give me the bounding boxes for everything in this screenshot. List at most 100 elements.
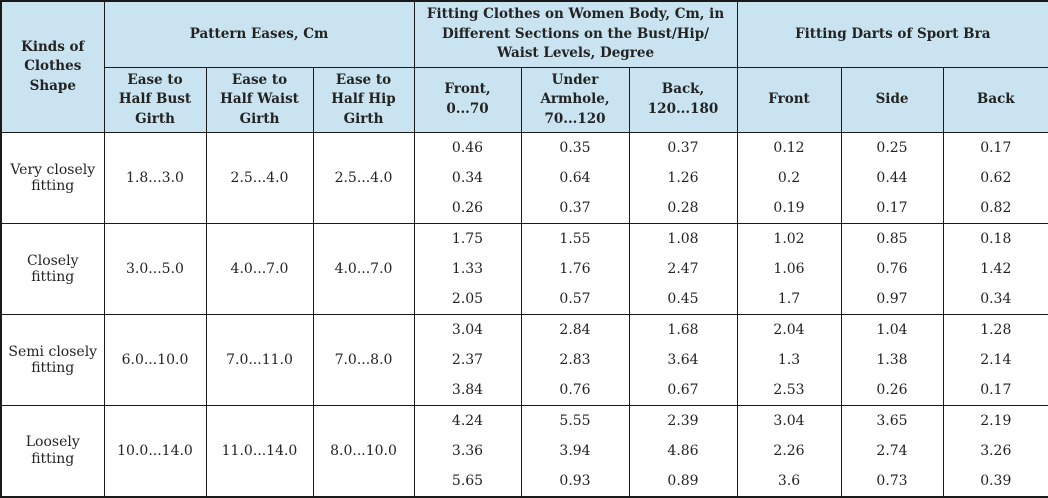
table-row: Closely fitting 3.0...5.0 4.0...7.0 4.0...7… <box>0 223 1048 316</box>
table-row: 2.05 0.57 0.45 1.7 0.97 0.34 <box>1 284 1048 315</box>
value-cell: 2.74 <box>840 436 944 467</box>
value-cell: 1.42 <box>942 254 1048 285</box>
value-cell: 3.65 <box>840 405 944 437</box>
header-sub-row: Ease to Half Bust Girth Ease to Half Wai… <box>1 66 1048 134</box>
value-cell: 0.18 <box>942 223 1048 255</box>
header-fitting-clothes: Fitting Clothes on Women Body, Cm, in Di… <box>413 0 738 68</box>
subheader-ease-waist: Ease to Half Waist Girth <box>205 66 314 134</box>
value-cell: 0.37 <box>520 193 630 224</box>
value-cell: 0.67 <box>628 375 738 406</box>
value-cell: 5.55 <box>520 405 630 437</box>
subheader-ease-bust: Ease to Half Bust Girth <box>103 66 207 134</box>
value-cell: 1.04 <box>840 314 944 346</box>
value-cell: 0.97 <box>840 284 944 315</box>
value-cell: 1.08 <box>628 223 738 255</box>
header-group-row: Kinds of Clothes Shape Pattern Eases, Cm… <box>0 0 1048 134</box>
value-cell: 1.55 <box>520 223 630 255</box>
value-cell: 0.45 <box>628 284 738 315</box>
value-cell: 0.34 <box>413 163 522 194</box>
value-cell: 2.37 <box>413 345 522 376</box>
value-cell: 2.19 <box>942 405 1048 437</box>
table-row: 2.37 2.83 3.64 1.3 1.38 2.14 <box>1 345 1048 376</box>
table-row: Very closely fitting 1.8...3.0 2.5...4.0 2.… <box>0 132 1048 225</box>
value-cell: 0.73 <box>840 466 944 497</box>
header-fitting-darts: Fitting Darts of Sport Bra <box>736 0 1048 68</box>
value-cell: 0.26 <box>413 193 522 224</box>
value-cell: 1.28 <box>942 314 1048 346</box>
value-cell: 0.19 <box>736 193 842 224</box>
value-cell: 0.17 <box>840 193 944 224</box>
value-cell: 2.84 <box>520 314 630 346</box>
value-cell: 0.62 <box>942 163 1048 194</box>
value-cell: 3.84 <box>413 375 522 406</box>
value-cell: 1.02 <box>736 223 842 255</box>
table-row: 0.26 0.37 0.28 0.19 0.17 0.82 <box>1 193 1048 224</box>
value-cell: 0.39 <box>942 466 1048 497</box>
ease-range-cell: 2.5...4.0 <box>205 132 314 225</box>
value-cell: 3.6 <box>736 466 842 497</box>
value-cell: 5.65 <box>413 466 522 497</box>
table-row: 0.34 0.64 1.26 0.2 0.44 0.62 <box>1 163 1048 194</box>
value-cell: 0.85 <box>840 223 944 255</box>
header-pattern-eases: Pattern Eases, Cm <box>103 0 415 68</box>
value-cell: 0.76 <box>840 254 944 285</box>
value-cell: 1.75 <box>413 223 522 255</box>
subheader-darts-front: Front <box>736 66 842 134</box>
value-cell: 1.26 <box>628 163 738 194</box>
ease-range-cell: 8.0...10.0 <box>312 405 415 498</box>
subheader-back-120-180: Back, 120...180 <box>628 66 738 134</box>
value-cell: 2.47 <box>628 254 738 285</box>
value-cell: 2.83 <box>520 345 630 376</box>
table-row: Semi closely fitting 6.0...10.0 7.0...11.0… <box>0 314 1048 407</box>
value-cell: 3.04 <box>413 314 522 346</box>
value-cell: 1.3 <box>736 345 842 376</box>
value-cell: 2.04 <box>736 314 842 346</box>
value-cell: 0.28 <box>628 193 738 224</box>
value-cell: 0.34 <box>942 284 1048 315</box>
value-cell: 0.46 <box>413 132 522 164</box>
table-row: 3.84 0.76 0.67 2.53 0.26 0.17 <box>1 375 1048 406</box>
value-cell: 1.33 <box>413 254 522 285</box>
value-cell: 0.57 <box>520 284 630 315</box>
value-cell: 4.24 <box>413 405 522 437</box>
ease-range-cell: 7.0...8.0 <box>312 314 415 407</box>
value-cell: 0.89 <box>628 466 738 497</box>
value-cell: 0.82 <box>942 193 1048 224</box>
table-header: Kinds of Clothes Shape Pattern Eases, Cm… <box>0 0 1048 134</box>
value-cell: 0.17 <box>942 132 1048 164</box>
value-cell: 0.35 <box>520 132 630 164</box>
ease-range-cell: 3.0...5.0 <box>103 223 207 316</box>
value-cell: 3.26 <box>942 436 1048 467</box>
row-label: Loosely fitting <box>0 405 105 498</box>
subheader-darts-back: Back <box>942 66 1048 134</box>
value-cell: 0.76 <box>520 375 630 406</box>
value-cell: 2.26 <box>736 436 842 467</box>
value-cell: 0.64 <box>520 163 630 194</box>
value-cell: 0.12 <box>736 132 842 164</box>
ease-range-cell: 6.0...10.0 <box>103 314 207 407</box>
table-row: 5.65 0.93 0.89 3.6 0.73 0.39 <box>1 466 1048 497</box>
ease-range-cell: 4.0...7.0 <box>205 223 314 316</box>
value-cell: 3.64 <box>628 345 738 376</box>
value-cell: 2.53 <box>736 375 842 406</box>
value-cell: 0.93 <box>520 466 630 497</box>
value-cell: 2.05 <box>413 284 522 315</box>
subheader-under-armhole: Under Armhole, 70...120 <box>520 66 630 134</box>
row-label: Closely fitting <box>0 223 105 316</box>
value-cell: 2.39 <box>628 405 738 437</box>
header-kinds-of-clothes-shape: Kinds of Clothes Shape <box>0 0 105 134</box>
value-cell: 2.14 <box>942 345 1048 376</box>
value-cell: 0.2 <box>736 163 842 194</box>
value-cell: 1.68 <box>628 314 738 346</box>
ease-range-cell: 4.0...7.0 <box>312 223 415 316</box>
ease-range-cell: 7.0...11.0 <box>205 314 314 407</box>
table-body: Very closely fitting 1.8...3.0 2.5...4.0 2.… <box>0 132 1048 498</box>
ease-range-cell: 1.8...3.0 <box>103 132 207 225</box>
value-cell: 0.44 <box>840 163 944 194</box>
table-row: 1.33 1.76 2.47 1.06 0.76 1.42 <box>1 254 1048 285</box>
value-cell: 4.86 <box>628 436 738 467</box>
row-label: Very closely fitting <box>0 132 105 225</box>
value-cell: 0.26 <box>840 375 944 406</box>
value-cell: 1.7 <box>736 284 842 315</box>
